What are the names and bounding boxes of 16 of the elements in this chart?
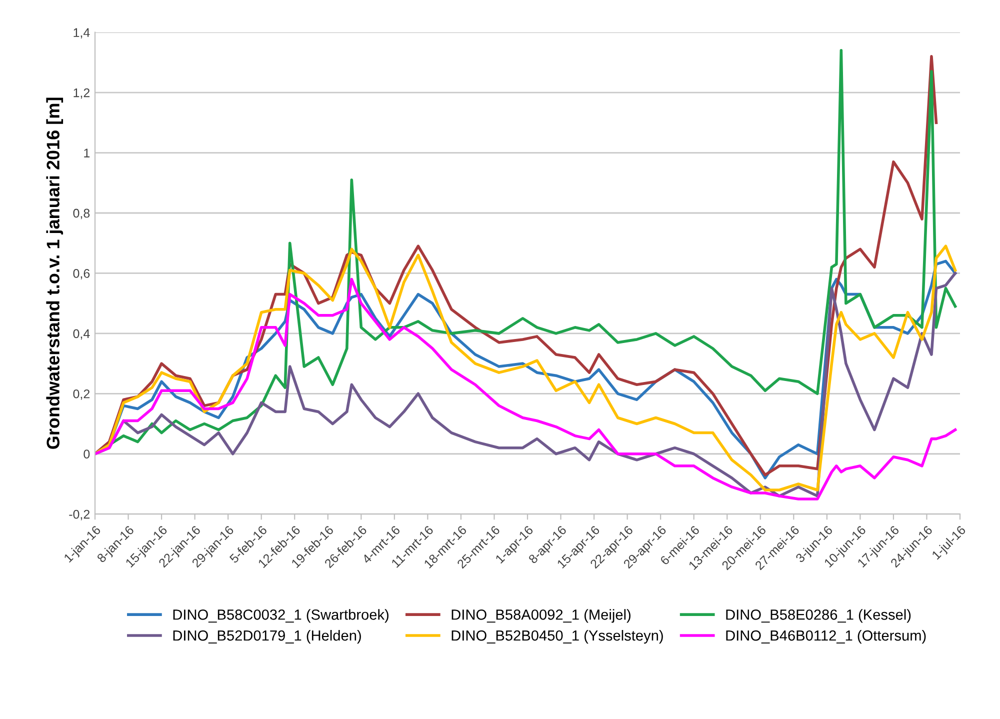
y-tick-label: 0,2	[73, 389, 90, 400]
legend-label: DINO_B58A0092_1 (Meijel)	[452, 609, 630, 623]
legend-label: DINO_B58C0032_1 (Swartbroek)	[173, 609, 388, 623]
legend-label: DINO_B52B0450_1 (Ysselsteyn)	[452, 630, 663, 644]
y-tick-label: -0,2	[69, 510, 90, 520]
y-tick-label: 0	[84, 450, 90, 459]
legend-label: DINO_B58E0286_1 (Kessel)	[726, 609, 911, 623]
y-tick-label: 1,4	[74, 28, 90, 38]
y-tick-label: 0,4	[73, 329, 90, 340]
legend-label: DINO_B52D0179_1 (Helden)	[173, 630, 361, 644]
y-tick-label: 0,6	[73, 269, 90, 280]
y-tick-label: 0,8	[73, 208, 90, 220]
y-tick-label: 1,2	[74, 88, 90, 99]
legend-label: DINO_B46B0112_1 (Ottersum)	[726, 630, 926, 644]
y-axis-title: Grondwaterstand t.o.v. 1 januari 2016 [m]	[46, 98, 64, 449]
y-tick-label: 1	[84, 148, 90, 158]
